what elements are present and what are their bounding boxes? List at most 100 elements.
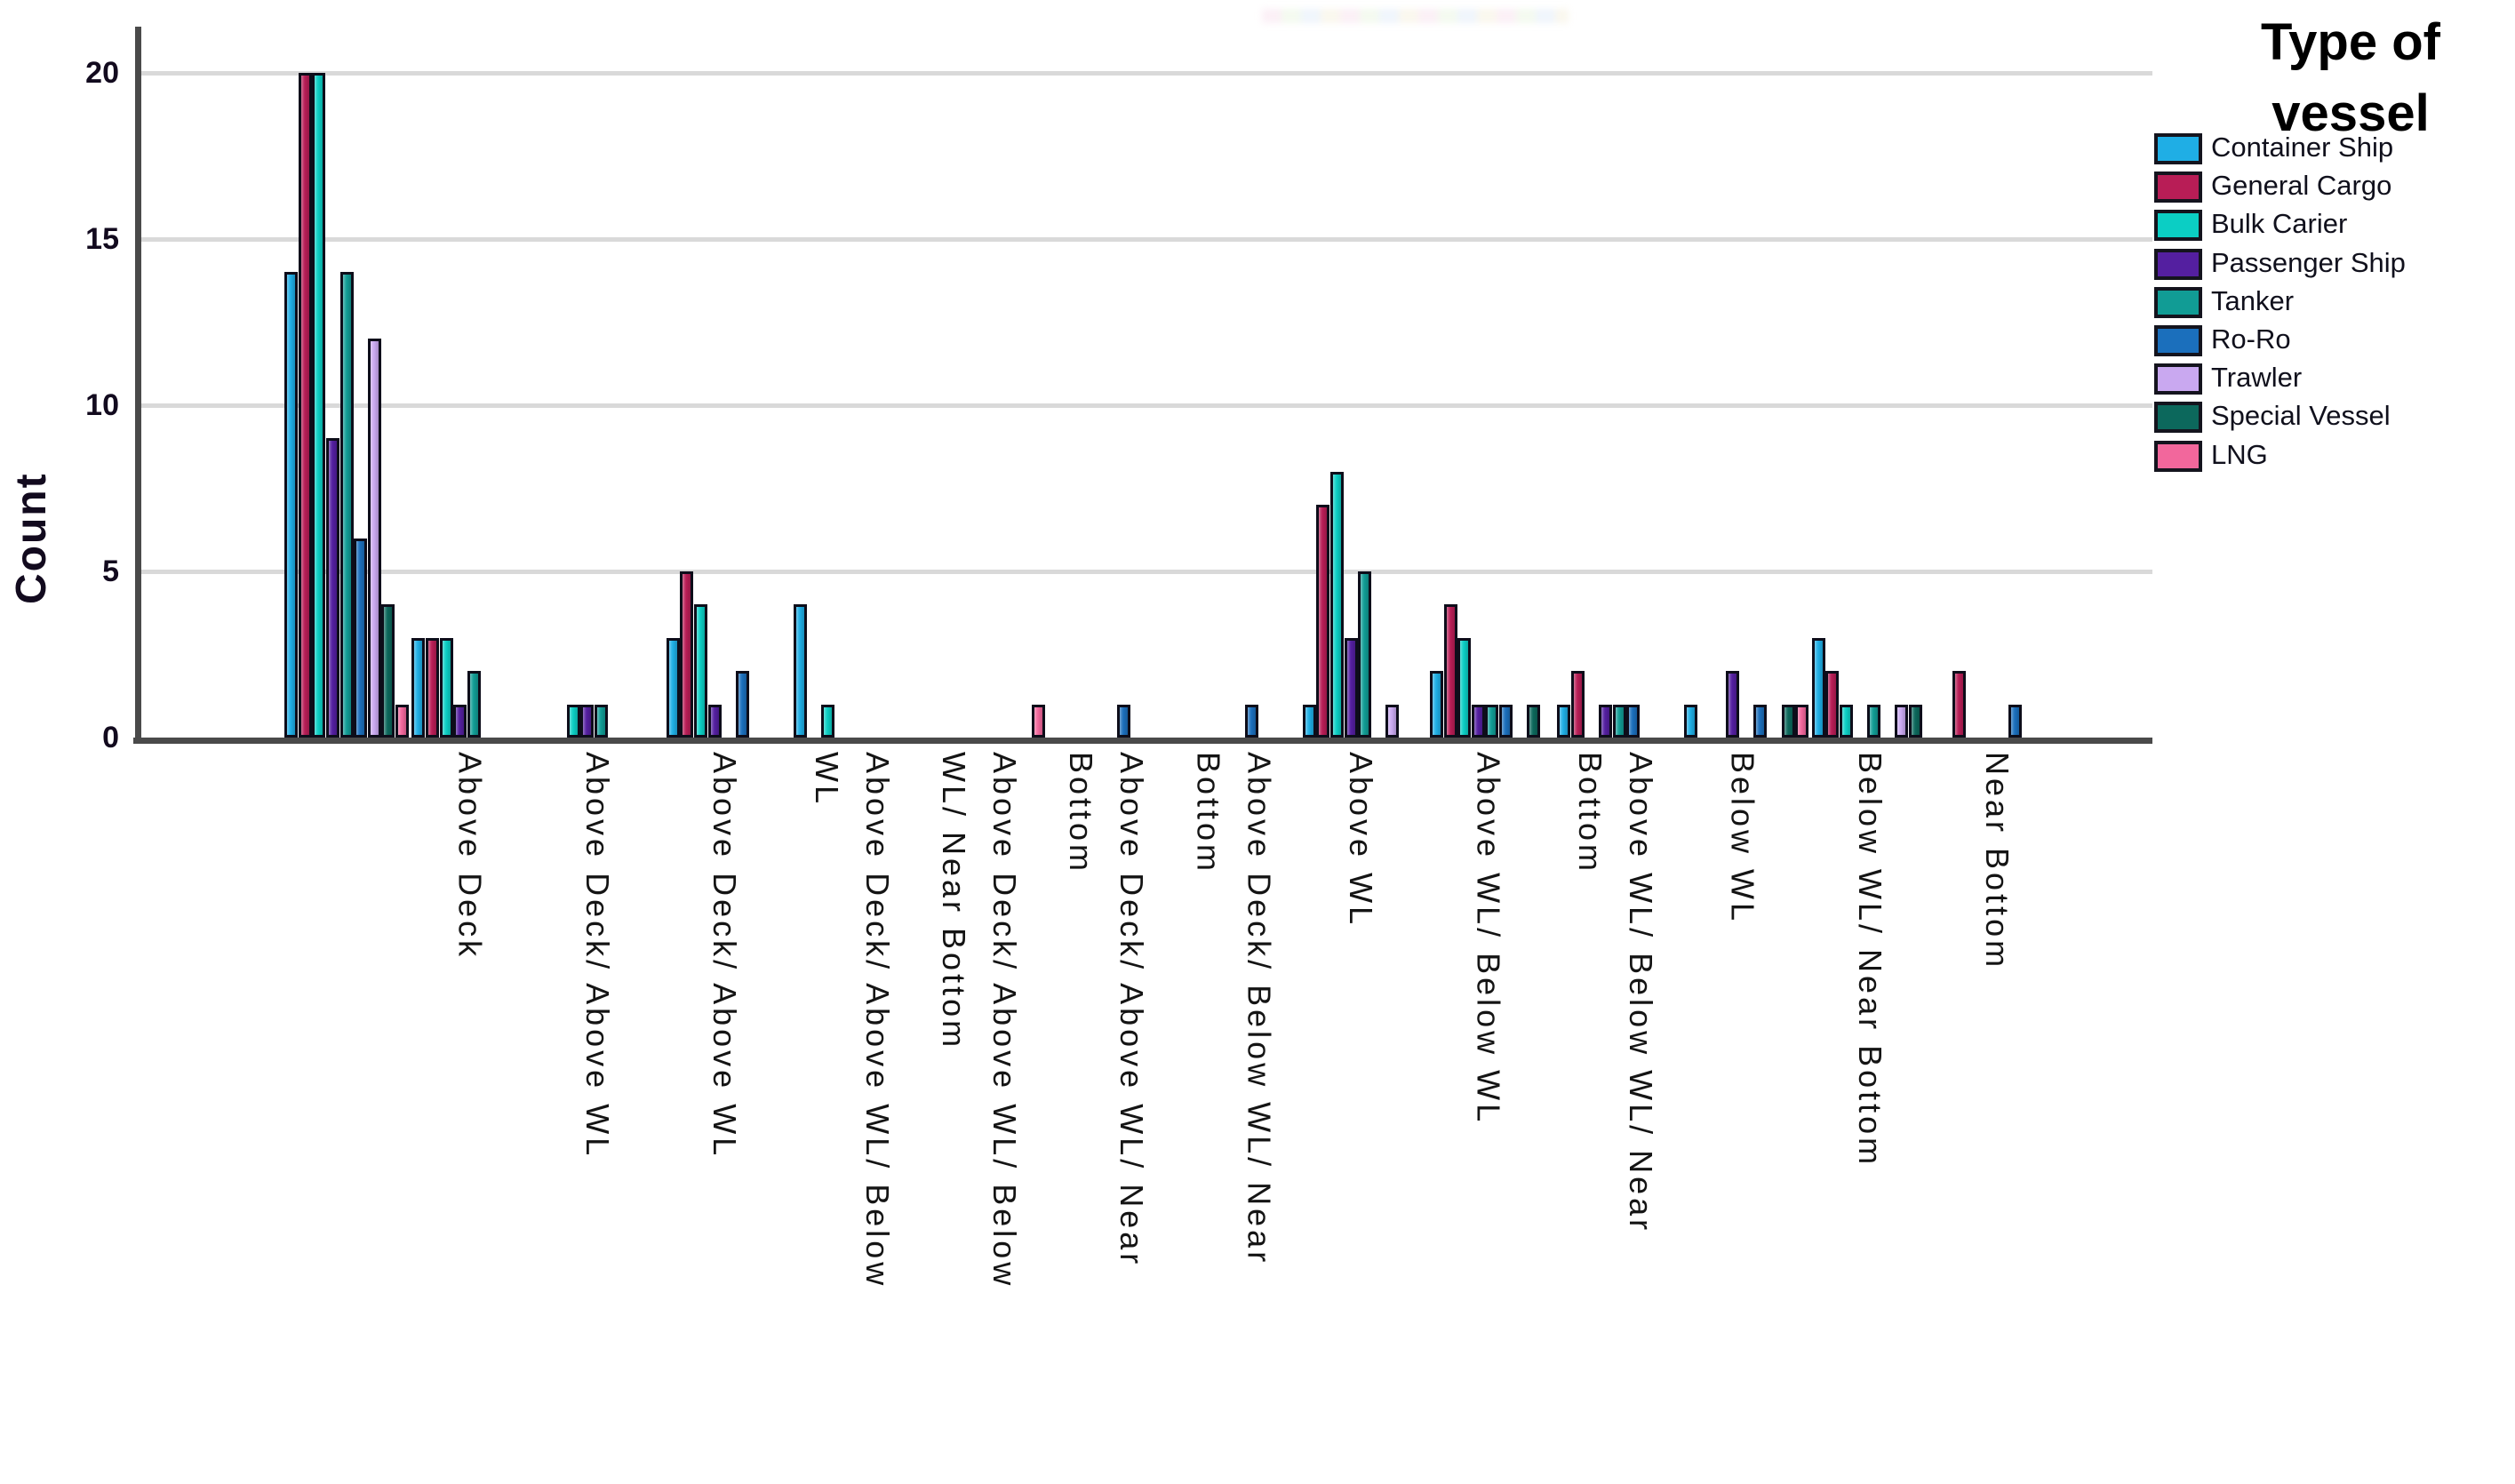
bar-container-ship-cat11 <box>1557 704 1571 738</box>
legend-label: LNG <box>2211 438 2268 470</box>
bar-ro-ro-cat4 <box>735 671 749 738</box>
bar-passenger-ship-cat9 <box>1344 637 1358 738</box>
bar-trawler-cat9 <box>1385 704 1400 738</box>
legend-title-line-1: Type of <box>2261 13 2440 71</box>
x-axis-label-cat7: Above Deck/ Above WL/ Near Bottom <box>1063 752 1151 1268</box>
y-tick-label-20: 20 <box>85 56 119 90</box>
bar-bulk-carier-cat1 <box>312 73 326 738</box>
legend-label: Passenger Ship <box>2211 246 2406 278</box>
bar-bulk-carier-cat5 <box>821 704 835 738</box>
bar-container-ship-cat4 <box>666 637 680 738</box>
bar-container-ship-cat10 <box>1429 671 1443 738</box>
legend-label: General Cargo <box>2211 170 2392 202</box>
bar-trawler-cat1 <box>367 339 381 738</box>
bulk-carier-swatch-icon <box>2154 210 2202 242</box>
x-axis-label-cat14: Near Bottom <box>1979 752 2016 971</box>
bar-passenger-ship-cat3 <box>580 704 595 738</box>
x-axis-label-cat10: Above WL/ Below WL <box>1470 752 1507 1126</box>
bar-general-cargo-cat13 <box>1825 671 1840 738</box>
legend-label: Special Vessel <box>2211 400 2391 432</box>
legend-title: Type of vessel <box>2186 7 2515 149</box>
gridline-y-20 <box>135 71 2152 76</box>
bar-general-cargo-cat10 <box>1443 604 1457 738</box>
bar-special-vessel-cat12 <box>1781 704 1795 738</box>
legend-label: Bulk Carier <box>2211 208 2348 240</box>
bar-tanker-cat1 <box>339 272 354 738</box>
bar-ro-ro-cat11 <box>1626 704 1641 738</box>
lng-swatch-icon <box>2154 440 2202 472</box>
y-tick-label-15: 15 <box>85 222 119 256</box>
general-cargo-swatch-icon <box>2154 172 2202 203</box>
y-tick-label-0: 0 <box>102 721 119 754</box>
bar-ro-ro-cat14 <box>2008 704 2022 738</box>
bar-container-ship-cat13 <box>1811 637 1825 738</box>
bar-bulk-carier-cat2 <box>439 637 453 738</box>
gridline-y-10 <box>135 403 2152 408</box>
trawler-swatch-icon <box>2154 363 2202 395</box>
bar-bulk-carier-cat10 <box>1457 637 1472 738</box>
x-axis-label-cat8: Above Deck/ Below WL/ Near Bottom <box>1190 752 1278 1266</box>
passenger-ship-swatch-icon <box>2154 248 2202 280</box>
special-vessel-swatch-icon <box>2154 402 2202 434</box>
bar-passenger-ship-cat2 <box>453 704 467 738</box>
x-axis-label-cat12: Below WL <box>1724 752 1761 925</box>
bar-tanker-cat2 <box>467 671 481 738</box>
bar-ro-ro-cat1 <box>354 538 368 738</box>
bar-special-vessel-cat1 <box>381 604 395 738</box>
bar-bulk-carier-cat4 <box>693 604 707 738</box>
bar-bulk-carier-cat9 <box>1329 471 1344 738</box>
bar-general-cargo-cat9 <box>1316 505 1330 738</box>
bar-container-ship-cat5 <box>793 604 807 738</box>
bar-lng-cat12 <box>1795 704 1809 738</box>
y-tick-label-5: 5 <box>102 555 119 588</box>
bar-container-ship-cat12 <box>1684 704 1698 738</box>
bar-general-cargo-cat1 <box>298 73 312 738</box>
gridline-y-15 <box>135 237 2152 242</box>
ro-ro-swatch-icon <box>2154 325 2202 356</box>
legend-title-line-2: vessel <box>2271 84 2430 142</box>
x-axis-label-cat9: Above WL <box>1343 752 1380 929</box>
x-axis-label-cat11: Above WL/ Below WL/ Near Bottom <box>1572 752 1659 1234</box>
bar-passenger-ship-cat1 <box>325 438 339 738</box>
x-axis-label-cat5: Above Deck/ Above WL/ Below WL <box>808 752 896 1289</box>
x-axis-line <box>133 738 2152 744</box>
bar-bulk-carier-cat3 <box>566 704 580 738</box>
bar-tanker-cat9 <box>1358 571 1372 738</box>
legend-label: Tanker <box>2211 284 2295 316</box>
y-tick-label-10: 10 <box>85 388 119 422</box>
legend-label: Trawler <box>2211 362 2303 394</box>
bar-passenger-ship-cat10 <box>1471 704 1485 738</box>
bar-ro-ro-cat12 <box>1753 704 1768 738</box>
bar-ro-ro-cat8 <box>1244 704 1258 738</box>
bar-general-cargo-cat11 <box>1570 671 1585 738</box>
tanker-swatch-icon <box>2154 286 2202 318</box>
gridline-y-5 <box>135 570 2152 574</box>
bar-tanker-cat3 <box>594 704 608 738</box>
x-axis-label-cat6: Above Deck/ Above WL/ Below WL/ Near Bot… <box>936 752 1023 1289</box>
bar-general-cargo-cat4 <box>680 571 694 738</box>
bar-container-ship-cat2 <box>411 637 426 738</box>
legend-label: Ro-Ro <box>2211 323 2291 355</box>
bar-bulk-carier-cat13 <box>1839 704 1853 738</box>
bar-passenger-ship-cat11 <box>1598 704 1612 738</box>
legend-label: Container Ship <box>2211 132 2394 163</box>
x-axis-label-cat13: Below WL/ Near Bottom <box>1851 752 1888 1169</box>
cropped-title-remnant <box>1262 9 1569 23</box>
bar-trawler-cat13 <box>1895 704 1909 738</box>
x-axis-label-cat4: Above Deck/ Above WL <box>707 752 744 1160</box>
container-ship-swatch-icon <box>2154 133 2202 164</box>
bar-ro-ro-cat7 <box>1117 704 1131 738</box>
bar-special-vessel-cat10 <box>1527 704 1541 738</box>
x-axis-label-cat2: Above Deck <box>451 752 489 961</box>
bar-lng-cat6 <box>1031 704 1045 738</box>
bar-general-cargo-cat2 <box>425 637 439 738</box>
bar-general-cargo-cat14 <box>1952 671 1967 738</box>
bar-passenger-ship-cat12 <box>1726 671 1740 738</box>
bar-passenger-ship-cat4 <box>707 704 722 738</box>
bar-tanker-cat11 <box>1612 704 1626 738</box>
bar-lng-cat1 <box>395 704 409 738</box>
y-axis-line <box>135 27 141 744</box>
bar-special-vessel-cat13 <box>1908 704 1922 738</box>
bar-tanker-cat13 <box>1866 704 1880 738</box>
